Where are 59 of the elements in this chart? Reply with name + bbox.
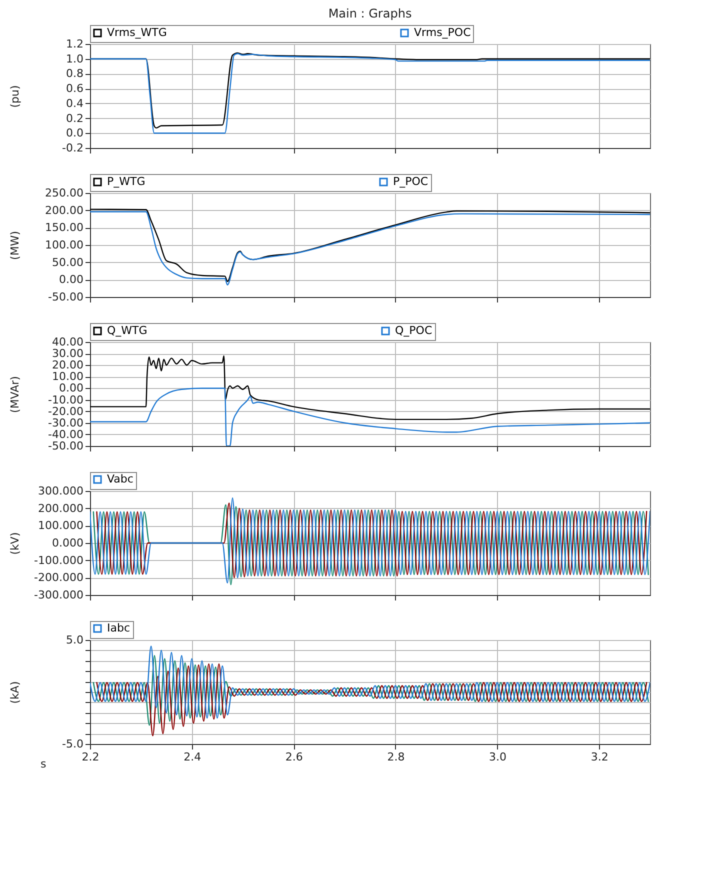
- y-tick-label: 0.4: [66, 96, 84, 110]
- y-tick-label: -30.00: [48, 416, 84, 430]
- y-tick-label: 200.000: [38, 502, 84, 515]
- y-tick-label: 0.000: [52, 536, 84, 550]
- y-tick-label: 300.000: [38, 484, 84, 498]
- y-tick-label: 0.6: [66, 82, 84, 96]
- x-axis-title: s: [40, 758, 46, 770]
- legend-label: Vrms_POC: [414, 26, 472, 39]
- line-series: [90, 355, 650, 420]
- y-tick-label: 0.0: [66, 126, 84, 140]
- chart-title: Main : Graphs: [328, 6, 412, 20]
- y-tick-label: -0.2: [62, 142, 84, 154]
- y-tick-label: 20.00: [52, 358, 84, 372]
- y-axis-title: (kV): [8, 532, 22, 555]
- x-tick-label: 2.6: [285, 750, 303, 764]
- y-tick-label: -20.00: [48, 404, 84, 418]
- y-tick-label: 0.2: [66, 112, 84, 125]
- legend-label: Iabc: [107, 622, 130, 634]
- y-tick-label: -40.00: [48, 428, 84, 441]
- y-tick-label: -10.00: [48, 393, 84, 406]
- y-tick-label: 100.00: [45, 238, 84, 252]
- legend-label: Vabc: [107, 472, 134, 486]
- legend-label: P_POC: [393, 174, 428, 188]
- y-tick-label: 50.00: [52, 256, 84, 269]
- y-tick-label: -50.00: [48, 440, 84, 452]
- y-axis-title: (MW): [8, 231, 22, 260]
- y-axis-title: (MVAr): [8, 376, 22, 413]
- x-tick-label: 2.4: [184, 750, 202, 764]
- x-tick-label: 2.8: [387, 750, 405, 764]
- y-tick-label: 10.00: [52, 370, 84, 384]
- y-tick-label: -50.00: [48, 290, 84, 304]
- legend-label: P_WTG: [107, 174, 146, 188]
- legend-label: Q_WTG: [107, 324, 148, 337]
- legend-label: Vrms_WTG: [107, 26, 167, 39]
- y-tick-label: -300.000: [34, 588, 84, 602]
- x-tick-label: 2.2: [82, 750, 100, 764]
- y-tick-label: 0.00: [59, 382, 84, 395]
- y-tick-label: 250.00: [45, 186, 84, 200]
- y-tick-label: 200.00: [45, 204, 84, 217]
- x-tick-label: 3.2: [590, 750, 608, 764]
- y-tick-label: 40.00: [52, 336, 84, 348]
- y-tick-label: 0.8: [66, 67, 84, 80]
- y-tick-label: 5.0: [66, 634, 84, 646]
- x-tick-label: 3.0: [489, 750, 507, 764]
- y-tick-label: 100.000: [38, 519, 84, 532]
- y-tick-label: -5.0: [62, 738, 84, 750]
- y-tick-label: -200.000: [34, 571, 84, 584]
- y-tick-label: -100.000: [34, 554, 84, 567]
- y-tick-label: 1.2: [66, 38, 84, 50]
- y-tick-label: 0.00: [59, 273, 84, 286]
- line-series: [96, 663, 648, 736]
- y-axis-title: (pu): [8, 85, 22, 108]
- y-tick-label: 30.00: [52, 347, 84, 360]
- y-tick-label: 1.0: [66, 52, 84, 66]
- y-tick-label: 150.00: [45, 221, 84, 234]
- line-series: [92, 655, 649, 726]
- line-series: [90, 646, 650, 719]
- y-axis-title: (kA): [8, 681, 22, 704]
- legend-label: Q_POC: [395, 324, 432, 337]
